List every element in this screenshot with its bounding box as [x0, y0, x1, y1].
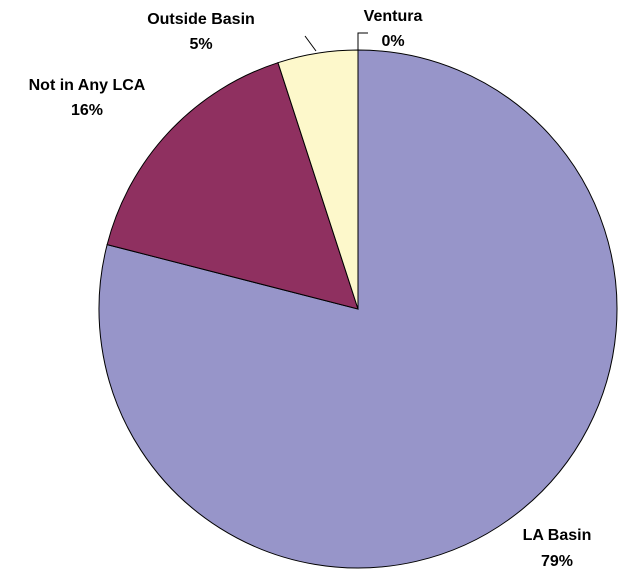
- labels: LA Basin 79% Not in Any LCA 16% Outside Basi…: [29, 8, 592, 570]
- slice-label: LA Basin: [523, 527, 592, 544]
- leader-line: [304, 35, 317, 52]
- slice-value: 5%: [189, 36, 212, 53]
- pie-slice: [98, 49, 618, 569]
- slice-label: Ventura: [364, 8, 423, 25]
- pie-slice: [106, 62, 359, 310]
- slice-value: 79%: [541, 553, 573, 570]
- slice-value: 16%: [71, 102, 103, 119]
- slice-label: Outside Basin: [147, 11, 255, 28]
- slice-value: 0%: [381, 33, 404, 50]
- slice-label: Not in Any LCA: [29, 77, 146, 94]
- leader-line: [357, 32, 368, 50]
- pie: [98, 49, 618, 569]
